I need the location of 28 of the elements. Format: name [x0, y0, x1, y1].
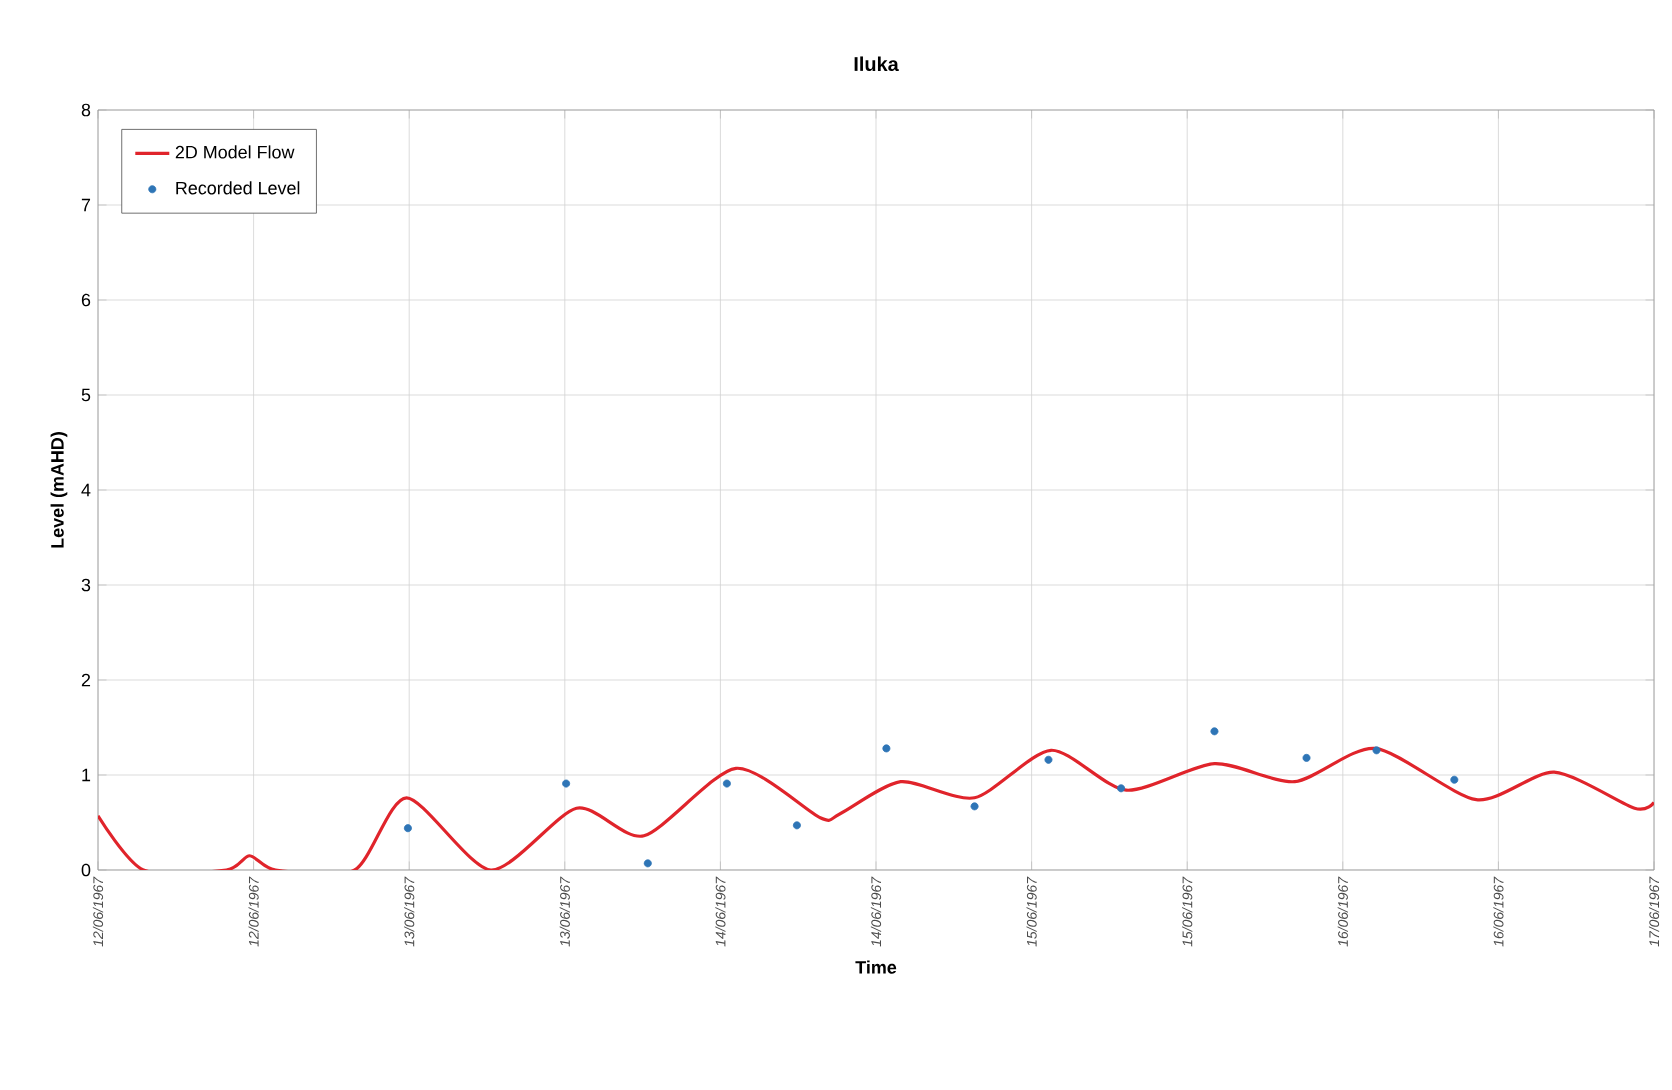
point: [722, 779, 731, 788]
point: [1210, 727, 1219, 736]
y-tick-label: 2: [81, 673, 91, 687]
point: [792, 821, 801, 830]
y-tick-label: 0: [81, 863, 91, 877]
point: [1117, 784, 1126, 793]
chart-title: Iluka: [854, 56, 899, 72]
point: [643, 859, 652, 868]
point: [970, 802, 979, 811]
point: [1044, 755, 1053, 764]
point: [1450, 775, 1459, 784]
y-tick-label: 1: [82, 768, 91, 782]
point: [882, 744, 891, 753]
y-tick-label: 8: [81, 103, 91, 117]
y-tick-label: 5: [81, 388, 91, 402]
point: [1302, 753, 1311, 762]
point: [562, 779, 571, 788]
y-tick-label: 7: [81, 198, 91, 212]
y-tick-label: 3: [81, 578, 91, 592]
legend-label: Recorded Level: [176, 181, 300, 195]
legend-label: 2D Model Flow: [175, 145, 295, 159]
x-axis-title: Time: [855, 960, 897, 974]
y-axis-title: Level (mAHD): [50, 432, 68, 548]
point: [403, 824, 412, 833]
line-series: [98, 746, 1655, 870]
point: [1372, 746, 1381, 755]
y-tick-label: 6: [81, 293, 91, 307]
y-tick-label: 4: [81, 483, 91, 497]
